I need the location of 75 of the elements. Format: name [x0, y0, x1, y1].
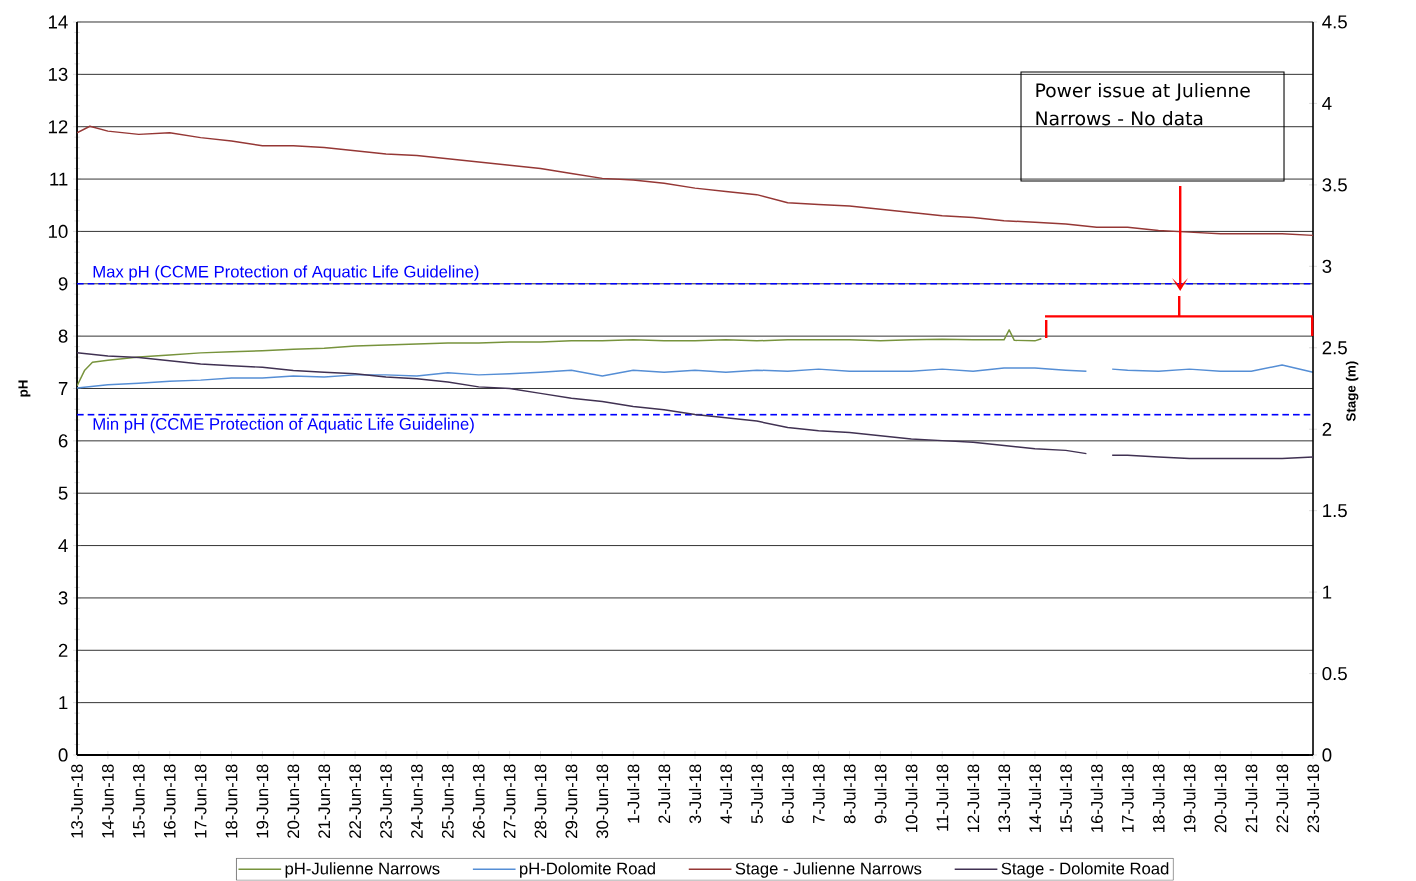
x-tick-label: 4-Jul-18 [719, 764, 733, 824]
x-tick-label: 23-Jun-18 [380, 764, 392, 839]
x-tick-label: 12-Jul-18 [966, 764, 980, 833]
y2-tick-label: 4.5 [1322, 15, 1347, 29]
x-tick-label: 1-Jul-18 [627, 764, 640, 823]
y2-tick-label: 0 [1322, 748, 1332, 762]
y2-tick-label: 1.5 [1323, 504, 1347, 518]
legend-label: Stage - Dolomite Road [1001, 862, 1169, 878]
y2-tick-label: 2 [1322, 422, 1332, 436]
x-tick-label: 20-Jun-18 [287, 764, 300, 839]
x-tick-label: 13-Jul-18 [997, 764, 1011, 833]
y2-tick-label: 3 [1322, 259, 1332, 274]
x-tick-label: 14-Jul-18 [1028, 764, 1042, 833]
y-tick-label: 0 [58, 748, 68, 762]
x-tick-label: 22-Jun-18 [349, 764, 362, 839]
y-tick-label: 2 [58, 643, 68, 657]
y-tick-label: 5 [58, 486, 68, 500]
y-axis-title: pH [18, 380, 31, 397]
x-tick-label: 20-Jul-18 [1214, 764, 1227, 833]
x-tick-label: 22-Jul-18 [1275, 764, 1289, 833]
x-tick-label: 27-Jun-18 [503, 764, 516, 839]
y-tick-label: 7 [58, 382, 68, 396]
x-tick-label: 28-Jun-18 [534, 764, 547, 839]
x-tick-label: 9-Jul-18 [874, 764, 887, 824]
y-tick-label: 1 [59, 696, 68, 710]
x-tick-label: 5-Jul-18 [750, 764, 763, 824]
x-tick-label: 15-Jun-18 [132, 764, 145, 838]
x-tick-label: 17-Jun-18 [194, 764, 207, 838]
x-tick-label: 8-Jul-18 [843, 764, 856, 824]
x-tick-label: 26-Jun-18 [472, 764, 485, 839]
y-tick-label: 13 [48, 67, 68, 82]
y-tick-label: 11 [50, 172, 68, 186]
x-tick-label: 25-Jun-18 [441, 764, 454, 839]
annotation: Power issue at Julienne Narrows - No data [1036, 83, 1250, 126]
legend-label: pH-Julienne Narrows [285, 862, 440, 878]
x-tick-label: 13-Jun-18 [71, 764, 83, 838]
x-tick-label: 2-Jul-18 [657, 764, 671, 824]
y-tick-label: 14 [48, 15, 68, 29]
ref-line-label: Max pH (CCME Protection of Aquatic Life Guideline) [93, 265, 479, 282]
x-tick-label: 24-Jun-18 [411, 764, 423, 839]
y-tick-label: 3 [58, 591, 68, 605]
y2-tick-label: 2.5 [1322, 341, 1347, 355]
legend-label: Stage - Julienne Narrows [735, 862, 922, 878]
x-tick-label: 10-Jul-18 [905, 764, 918, 833]
y2-tick-label: 4 [1322, 97, 1332, 111]
x-tick-label: 18-Jun-18 [225, 764, 238, 838]
x-tick-label: 3-Jul-18 [688, 764, 702, 824]
x-tick-label: 23-Jul-18 [1306, 764, 1320, 833]
x-tick-label: 30-Jun-18 [596, 764, 609, 839]
x-tick-label: 19-Jul-18 [1183, 764, 1196, 833]
y-tick-label: 12 [48, 120, 68, 134]
legend-label: pH-Dolomite Road [520, 862, 655, 878]
y2-axis-title: Stage (m) [1345, 361, 1359, 422]
x-tick-label: 7-Jul-18 [812, 764, 825, 824]
x-tick-label: 19-Jun-18 [256, 764, 269, 838]
ref-line-label: Min pH (CCME Protection of Aquatic Life Guideline) [93, 417, 474, 434]
x-tick-label: 29-Jun-18 [565, 764, 578, 839]
x-tick-label: 16-Jul-18 [1090, 764, 1103, 833]
x-tick-label: 21-Jul-18 [1245, 764, 1258, 833]
x-tick-label: 6-Jul-18 [781, 764, 794, 824]
y2-tick-label: 3.5 [1322, 178, 1347, 192]
x-tick-label: 16-Jun-18 [163, 764, 176, 838]
y-tick-label: 10 [48, 225, 68, 239]
y-tick-label: 6 [58, 434, 68, 448]
x-tick-label: 14-Jun-18 [102, 764, 114, 838]
x-tick-label: 21-Jun-18 [318, 764, 331, 839]
y2-tick-label: 1 [1323, 585, 1332, 599]
y-tick-label: 4 [58, 539, 68, 553]
x-tick-label: 18-Jul-18 [1152, 764, 1165, 833]
y-tick-label: 9 [58, 277, 68, 291]
y-tick-label: 8 [58, 329, 68, 343]
y2-tick-label: 0.5 [1322, 667, 1347, 681]
x-tick-label: 17-Jul-18 [1121, 764, 1134, 833]
x-tick-label: 15-Jul-18 [1059, 764, 1072, 833]
x-tick-label: 11-Jul-18 [936, 764, 949, 831]
